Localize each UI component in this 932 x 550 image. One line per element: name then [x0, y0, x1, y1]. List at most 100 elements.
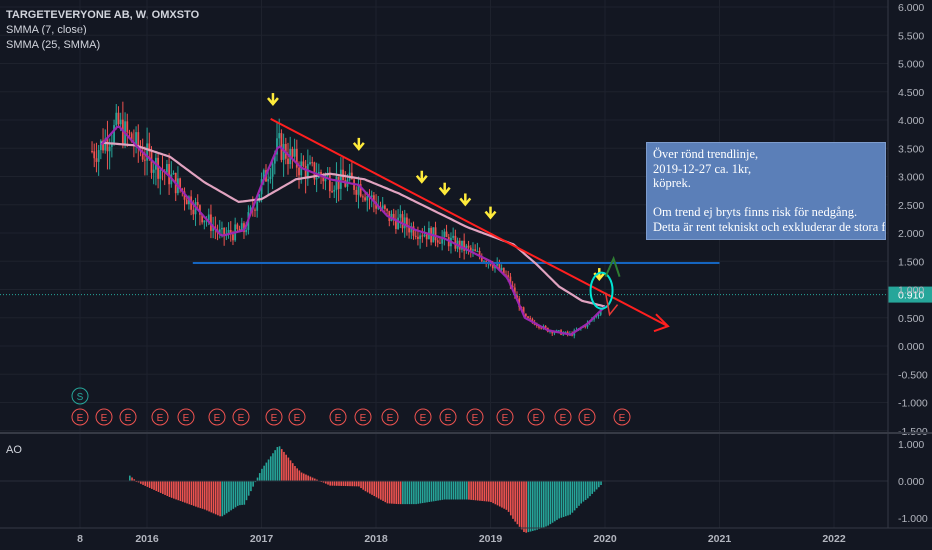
earnings-marker: E	[71, 408, 89, 426]
candle-body	[496, 264, 499, 266]
ao-bar	[481, 481, 483, 501]
ao-legend[interactable]: AO	[6, 444, 22, 456]
candle-body	[106, 138, 109, 152]
earnings-marker: E	[288, 408, 306, 426]
ao-bar	[221, 481, 224, 517]
earnings-marker: E	[151, 408, 169, 426]
ao-bar	[560, 481, 563, 518]
earnings-circle	[381, 408, 399, 426]
ao-bar	[454, 481, 457, 500]
ao-bar	[131, 477, 133, 481]
annotation-line: köprek.	[653, 176, 691, 190]
candle-body	[553, 332, 556, 334]
earnings-circle	[208, 408, 226, 426]
candle-body	[527, 316, 529, 319]
candle-body	[245, 229, 248, 233]
candle-body	[355, 189, 358, 195]
ao-bar	[265, 462, 268, 481]
candle-body	[315, 177, 318, 180]
earnings-circle	[288, 408, 306, 426]
ao-bar	[562, 481, 565, 517]
ao-bar	[364, 481, 367, 492]
earnings-circle	[265, 408, 283, 426]
ao-bar	[322, 481, 325, 483]
smma7-line	[100, 125, 606, 336]
ao-bar	[157, 481, 160, 492]
grid	[0, 0, 888, 528]
earnings-marker: E	[439, 408, 457, 426]
candle-body	[463, 240, 466, 251]
candle-body	[395, 219, 397, 229]
earnings-marker: E	[177, 408, 195, 426]
candle-body	[386, 208, 388, 211]
ao-bar	[501, 481, 503, 508]
ao-bar	[388, 481, 391, 504]
annotation-box[interactable]: Över rönd trendlinje, 2019-12-27 ca. 1kr…	[646, 142, 886, 240]
candle-body	[168, 164, 171, 185]
candle-body	[110, 142, 113, 147]
ao-bar	[538, 481, 541, 529]
candle-body	[229, 230, 232, 235]
arrow-head	[415, 174, 428, 184]
ao-bar	[261, 468, 263, 481]
candle-body	[502, 267, 505, 275]
ao-bar	[584, 481, 587, 500]
ao-bar	[347, 481, 349, 487]
candle-body	[513, 287, 516, 296]
breakout-circle	[589, 271, 614, 310]
split-label: S	[77, 392, 84, 403]
earnings-label: E	[157, 413, 164, 424]
ao-bar	[523, 481, 525, 532]
ao-bar	[441, 481, 444, 500]
ao-bar	[547, 481, 549, 526]
candle-body	[322, 176, 325, 182]
ao-bar	[589, 481, 591, 497]
ao-bar	[571, 481, 574, 513]
candle-body	[309, 162, 311, 165]
candle-body	[212, 226, 215, 231]
candle-body	[454, 235, 457, 249]
ao-bar	[565, 481, 567, 517]
earnings-marker: E	[354, 408, 372, 426]
ao-bar	[470, 481, 472, 500]
ao-bar	[186, 481, 188, 504]
ao-bar	[258, 473, 261, 481]
ao-bar	[324, 481, 327, 484]
earnings-marker: E	[265, 408, 283, 426]
candle-body	[412, 226, 415, 236]
earnings-label: E	[183, 413, 190, 424]
earnings-marker: E	[527, 408, 545, 426]
annotation-line: 2019-12-27 ca. 1kr,	[653, 161, 752, 176]
ao-bar	[142, 481, 144, 485]
earnings-marker: E	[554, 408, 572, 426]
ao-bar	[137, 481, 140, 483]
candle-body	[357, 184, 360, 195]
ao-bar	[509, 481, 512, 516]
ao-bar	[362, 481, 365, 490]
candle-body	[135, 132, 137, 146]
ao-bar	[287, 457, 290, 481]
candle-body	[599, 311, 602, 315]
symbol-title[interactable]: TARGETEVERYONE AB, W, OMXSTO	[6, 9, 200, 21]
ao-bar	[307, 475, 309, 481]
ao-bar	[241, 481, 243, 505]
earnings-circle	[578, 408, 596, 426]
candle-body	[478, 250, 481, 257]
candle-body	[377, 206, 380, 209]
ao-bar	[140, 481, 142, 484]
candle-body	[524, 313, 527, 317]
down-arrow-icon	[438, 182, 451, 196]
time-tick-label: 2018	[364, 533, 388, 545]
ao-bar	[276, 447, 279, 481]
ao-bar	[223, 481, 226, 515]
ao-bar	[410, 481, 413, 505]
smma7-legend[interactable]: SMMA (7, close)	[6, 24, 87, 36]
ao-bar	[298, 470, 301, 481]
smma25-legend[interactable]: SMMA (25, SMMA)	[6, 39, 101, 51]
earnings-label: E	[125, 413, 132, 424]
ao-bar	[518, 481, 521, 527]
price-tick-label: 5.500	[898, 30, 924, 42]
candle-body	[262, 170, 265, 180]
ao-bar	[595, 481, 598, 490]
